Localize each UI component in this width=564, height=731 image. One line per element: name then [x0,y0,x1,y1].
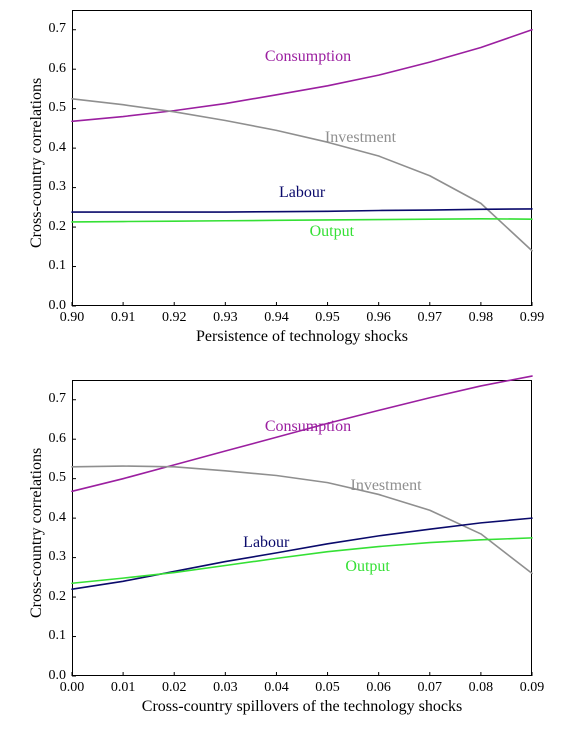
series-label-output: Output [345,558,389,576]
ytick-label: 0.7 [49,21,67,37]
xtick-label: 0.93 [209,310,241,326]
ytick-label: 0.3 [49,179,67,195]
xtick-label: 0.07 [414,680,446,696]
xtick-label: 0.94 [260,310,292,326]
series-label-consumption: Consumption [265,418,351,436]
xtick-label: 0.01 [107,680,139,696]
xtick-label: 0.92 [158,310,190,326]
series-label-output: Output [310,223,354,241]
series-label-investment: Investment [350,477,421,495]
xtick-label: 0.00 [56,680,88,696]
xtick-label: 0.06 [363,680,395,696]
y-axis-label: Cross-country correlations [28,78,46,248]
ytick-label: 0.2 [49,589,67,605]
x-axis-label: Persistence of technology shocks [72,328,532,346]
series-output [72,538,532,583]
series-label-labour: Labour [243,534,289,552]
xtick-label: 0.98 [465,310,497,326]
series-investment [72,99,532,251]
series-label-labour: Labour [279,184,325,202]
x-axis-label: Cross-country spillovers of the technolo… [72,698,532,716]
series-investment [72,466,532,573]
ytick-label: 0.5 [49,100,67,116]
xtick-label: 0.08 [465,680,497,696]
series-labour [72,518,532,589]
xtick-label: 0.97 [414,310,446,326]
ytick-label: 0.5 [49,470,67,486]
xtick-label: 0.96 [363,310,395,326]
ytick-label: 0.2 [49,219,67,235]
ytick-label: 0.1 [49,258,67,274]
xtick-label: 0.04 [260,680,292,696]
xtick-label: 0.09 [516,680,548,696]
xtick-label: 0.90 [56,310,88,326]
series-label-consumption: Consumption [265,48,351,66]
ytick-label: 0.4 [49,140,67,156]
series-output [72,219,532,222]
xtick-label: 0.02 [158,680,190,696]
xtick-label: 0.91 [107,310,139,326]
xtick-label: 0.99 [516,310,548,326]
ytick-label: 0.6 [49,431,67,447]
xtick-label: 0.95 [312,310,344,326]
y-axis-label: Cross-country correlations [28,448,46,618]
xtick-label: 0.05 [312,680,344,696]
ytick-label: 0.7 [49,391,67,407]
series-label-investment: Investment [325,129,396,147]
ytick-label: 0.4 [49,510,67,526]
ytick-label: 0.3 [49,549,67,565]
series-labour [72,209,532,212]
ytick-label: 0.6 [49,61,67,77]
ytick-label: 0.1 [49,628,67,644]
xtick-label: 0.03 [209,680,241,696]
